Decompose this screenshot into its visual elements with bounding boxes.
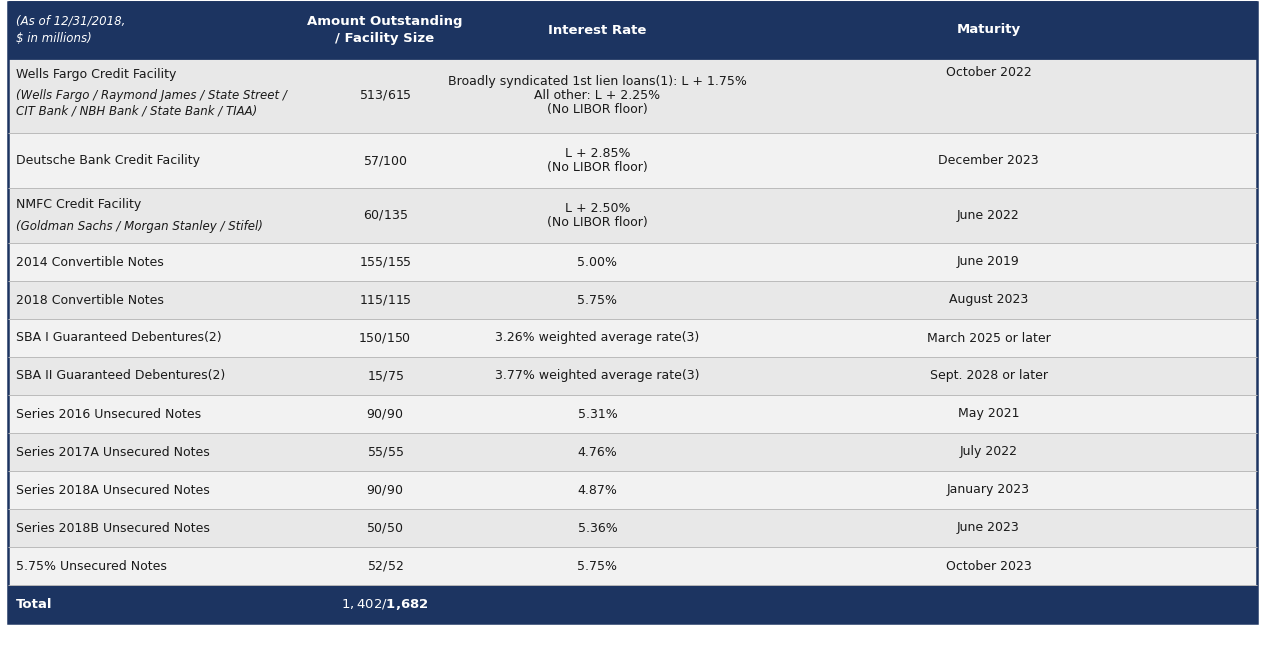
Text: (As of 12/31/2018,
$ in millions): (As of 12/31/2018, $ in millions) — [16, 15, 125, 45]
Text: $55 / $55: $55 / $55 — [367, 445, 404, 459]
Bar — [8, 2, 1257, 58]
Text: $57 / $100: $57 / $100 — [363, 153, 407, 167]
Text: $115 / $115: $115 / $115 — [358, 293, 411, 307]
Text: January 2023: January 2023 — [947, 483, 1030, 496]
Text: $90 / $90: $90 / $90 — [367, 407, 404, 421]
Text: $60 / $135: $60 / $135 — [363, 208, 407, 223]
Text: 5.00%: 5.00% — [578, 256, 617, 268]
Text: $150 / $150: $150 / $150 — [358, 331, 411, 345]
Bar — [8, 133, 1257, 188]
Bar — [8, 281, 1257, 319]
Text: 4.76%: 4.76% — [578, 446, 617, 459]
Text: March 2025 or later: March 2025 or later — [927, 332, 1050, 344]
Text: May 2021: May 2021 — [958, 407, 1020, 420]
Text: (Wells Fargo / Raymond James / State Street /
CIT Bank / NBH Bank / State Bank /: (Wells Fargo / Raymond James / State Str… — [16, 89, 287, 118]
Text: 5.36%: 5.36% — [578, 522, 617, 535]
Bar — [8, 243, 1257, 281]
Bar — [8, 319, 1257, 357]
Bar — [8, 395, 1257, 433]
Text: Sept. 2028 or later: Sept. 2028 or later — [930, 369, 1047, 383]
Bar — [8, 357, 1257, 395]
Text: Maturity: Maturity — [956, 24, 1021, 36]
Text: 3.77% weighted average rate(3): 3.77% weighted average rate(3) — [496, 369, 700, 383]
Text: $155 / $155: $155 / $155 — [358, 255, 411, 269]
Text: (Goldman Sachs / Morgan Stanley / Stifel): (Goldman Sachs / Morgan Stanley / Stifel… — [16, 220, 263, 233]
Text: $52 / $52: $52 / $52 — [367, 559, 404, 573]
Bar — [8, 188, 1257, 243]
Text: December 2023: December 2023 — [939, 154, 1039, 167]
Text: $1,402 / $1,682: $1,402 / $1,682 — [342, 596, 429, 611]
Text: $513 / $615: $513 / $615 — [358, 89, 411, 102]
Text: $90 / $90: $90 / $90 — [367, 483, 404, 497]
Text: Series 2017A Unsecured Notes: Series 2017A Unsecured Notes — [16, 446, 210, 459]
Text: NMFC Credit Facility: NMFC Credit Facility — [16, 198, 142, 211]
Text: October 2023: October 2023 — [946, 559, 1031, 572]
Text: $50 / $50: $50 / $50 — [367, 521, 404, 535]
Bar — [8, 471, 1257, 509]
Text: Broadly syndicated 1st lien loans(1): L + 1.75%: Broadly syndicated 1st lien loans(1): L … — [448, 75, 746, 88]
Text: Interest Rate: Interest Rate — [548, 24, 646, 36]
Text: 5.31%: 5.31% — [578, 407, 617, 420]
Text: October 2022: October 2022 — [946, 65, 1031, 79]
Text: June 2022: June 2022 — [958, 209, 1020, 222]
Text: (No LIBOR floor): (No LIBOR floor) — [548, 103, 648, 116]
Text: 5.75% Unsecured Notes: 5.75% Unsecured Notes — [16, 559, 167, 572]
Text: SBA II Guaranteed Debentures(2): SBA II Guaranteed Debentures(2) — [16, 369, 225, 383]
Text: Wells Fargo Credit Facility: Wells Fargo Credit Facility — [16, 68, 176, 81]
Text: August 2023: August 2023 — [949, 293, 1028, 307]
Text: 4.87%: 4.87% — [578, 483, 617, 496]
Text: 2014 Convertible Notes: 2014 Convertible Notes — [16, 256, 163, 268]
Bar — [8, 547, 1257, 585]
Text: SBA I Guaranteed Debentures(2): SBA I Guaranteed Debentures(2) — [16, 332, 221, 344]
Text: Deutsche Bank Credit Facility: Deutsche Bank Credit Facility — [16, 154, 200, 167]
Text: July 2022: July 2022 — [959, 446, 1017, 459]
Text: Amount Outstanding
/ Facility Size: Amount Outstanding / Facility Size — [307, 15, 463, 45]
Bar — [8, 509, 1257, 547]
Text: Series 2018B Unsecured Notes: Series 2018B Unsecured Notes — [16, 522, 210, 535]
Text: $15 / $75: $15 / $75 — [367, 369, 404, 383]
Text: Series 2018A Unsecured Notes: Series 2018A Unsecured Notes — [16, 483, 210, 496]
Text: June 2023: June 2023 — [958, 522, 1020, 535]
Text: L + 2.85%: L + 2.85% — [564, 147, 630, 160]
Text: L + 2.50%: L + 2.50% — [564, 202, 630, 215]
Text: 5.75%: 5.75% — [578, 559, 617, 572]
Bar — [8, 433, 1257, 471]
Text: (No LIBOR floor): (No LIBOR floor) — [548, 161, 648, 174]
Bar — [8, 585, 1257, 623]
Text: 5.75%: 5.75% — [578, 293, 617, 307]
Text: All other: L + 2.25%: All other: L + 2.25% — [534, 89, 660, 102]
Text: June 2019: June 2019 — [958, 256, 1020, 268]
Text: Total: Total — [16, 598, 53, 611]
Text: Series 2016 Unsecured Notes: Series 2016 Unsecured Notes — [16, 407, 201, 420]
Text: (No LIBOR floor): (No LIBOR floor) — [548, 216, 648, 229]
Text: 3.26% weighted average rate(3): 3.26% weighted average rate(3) — [496, 332, 700, 344]
Text: 2018 Convertible Notes: 2018 Convertible Notes — [16, 293, 164, 307]
Bar — [8, 58, 1257, 133]
